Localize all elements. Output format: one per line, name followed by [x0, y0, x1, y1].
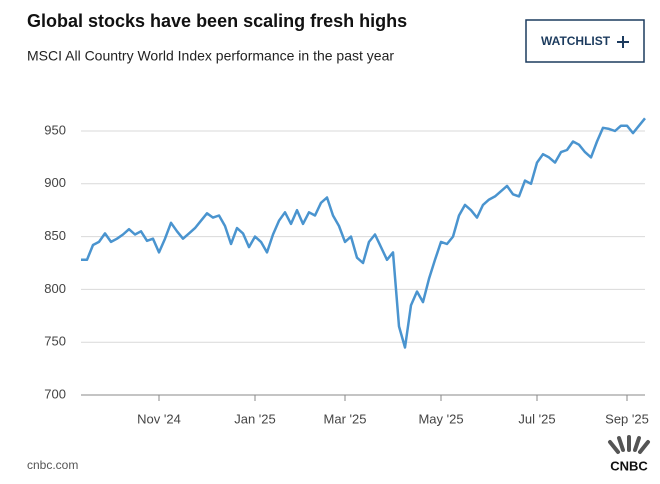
x-tick-label: Mar '25 [324, 411, 367, 426]
y-tick-label: 950 [44, 122, 66, 137]
plus-icon [617, 36, 629, 48]
y-tick-label: 850 [44, 228, 66, 243]
y-tick-label: 800 [44, 281, 66, 296]
logo-text: CNBC [610, 458, 648, 473]
watchlist-button[interactable]: WATCHLIST [525, 19, 645, 63]
button-label: WATCHLIST [541, 34, 611, 48]
source: cnbc.com [27, 458, 78, 472]
y-tick-label: 700 [44, 386, 66, 401]
y-tick-label: 750 [44, 334, 66, 349]
chart-subtitle: MSCI All Country World Index performance… [27, 48, 394, 64]
y-tick-label: 900 [44, 175, 66, 190]
x-tick-label: Nov '24 [137, 411, 181, 426]
x-tick-label: Jul '25 [518, 411, 555, 426]
logo-peacock [608, 435, 650, 454]
line [81, 117, 646, 349]
chart-title: Global stocks have been scaling fresh hi… [27, 11, 407, 31]
x-tick-label: May '25 [418, 411, 463, 426]
logo: CNBC [608, 435, 650, 473]
x-tick-label: Sep '25 [605, 411, 649, 426]
x-tick-label: Jan '25 [234, 411, 276, 426]
